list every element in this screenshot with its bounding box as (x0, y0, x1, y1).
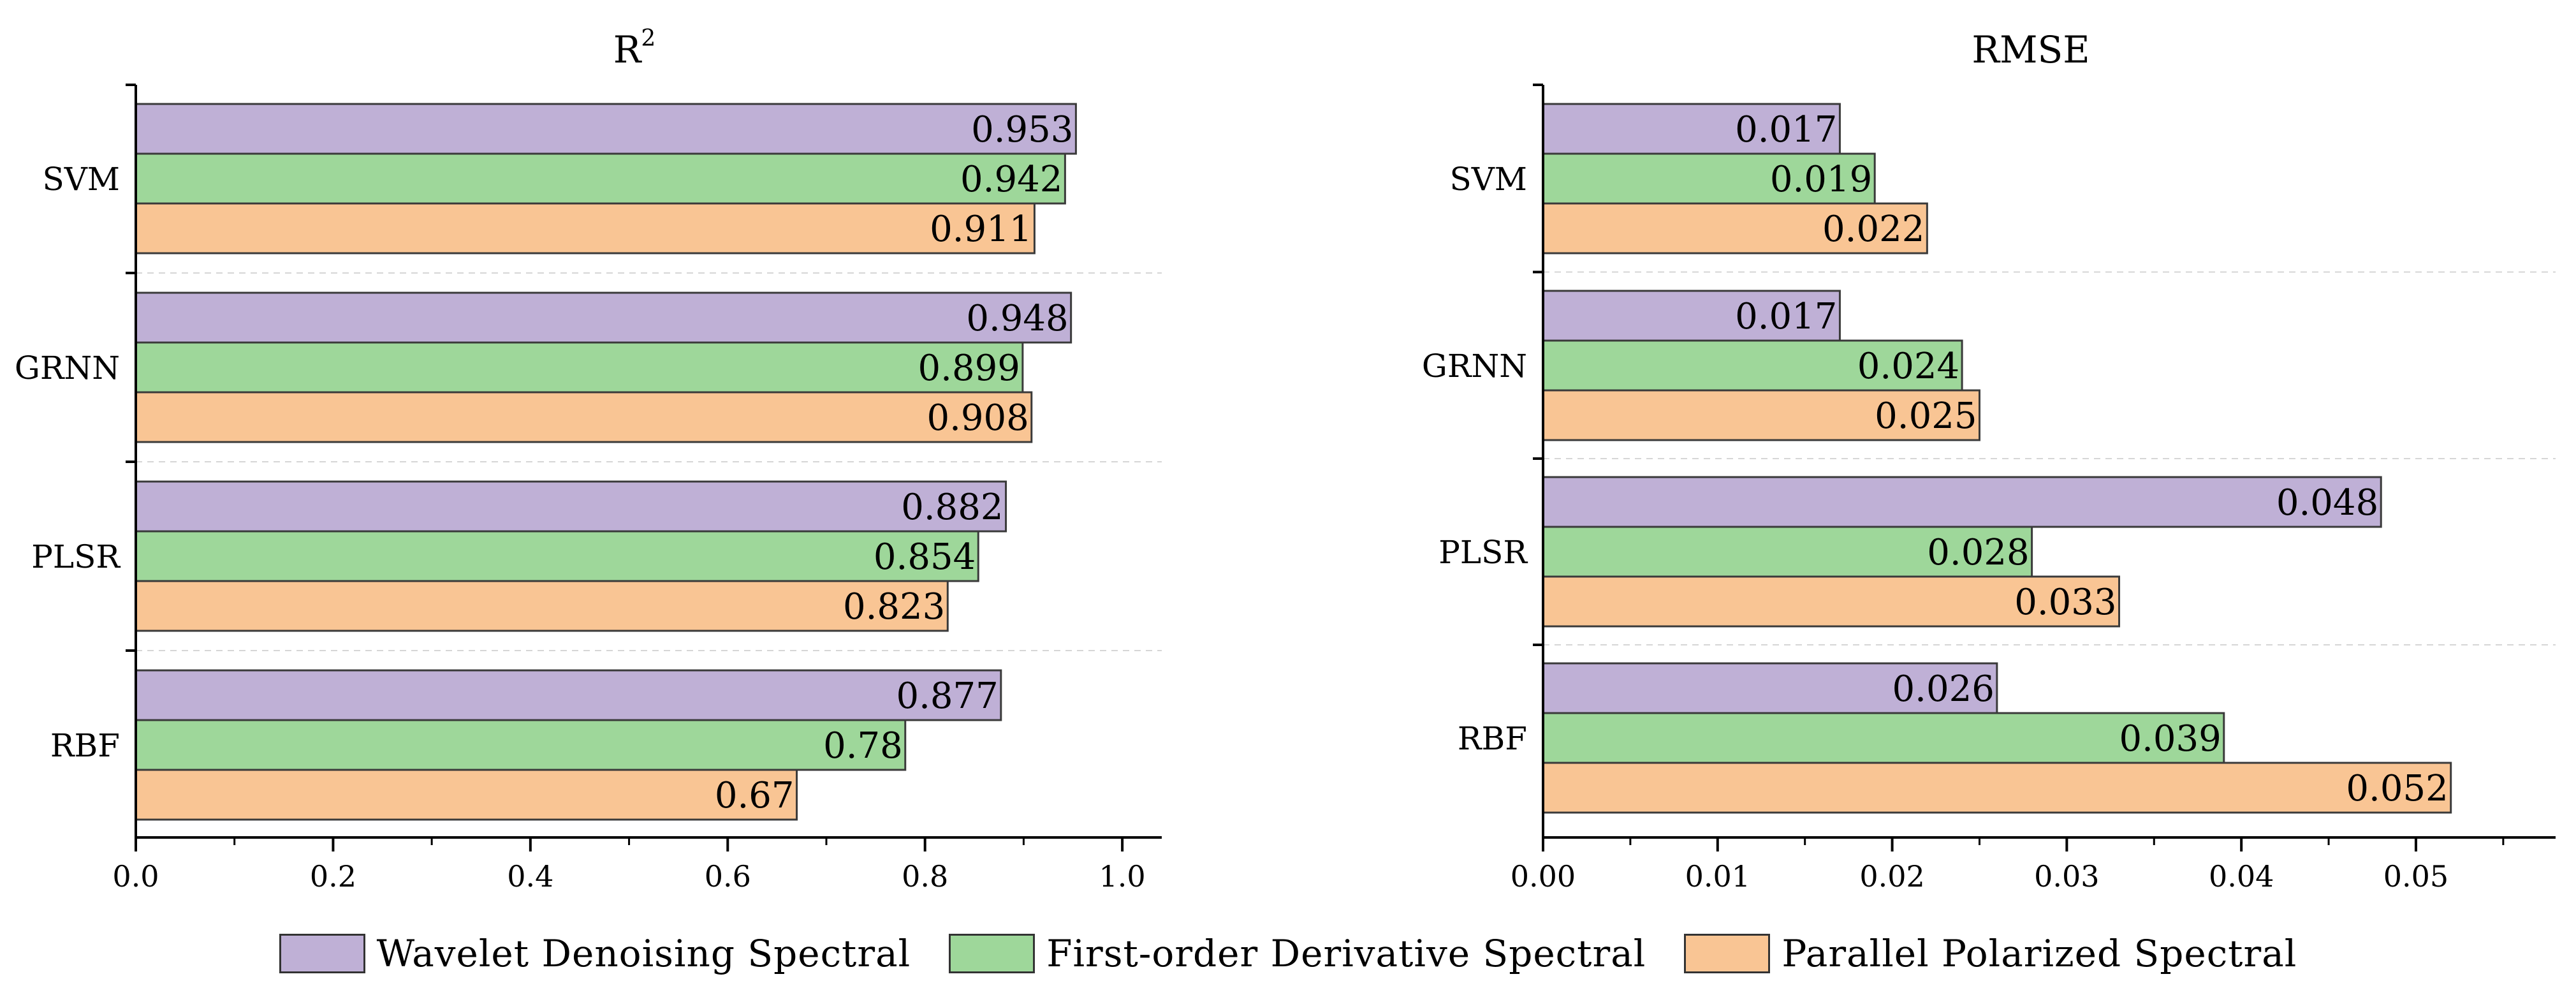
bar-plsr-series-2 (135, 580, 949, 632)
bar-value-label: 0.026 (1892, 668, 1994, 710)
bar-value-label: 0.78 (823, 725, 903, 767)
bar-value-label: 0.854 (874, 536, 976, 578)
bar-svm-series-2 (1542, 202, 1928, 254)
bar-grnn-series-0 (135, 291, 1072, 344)
rmse-chart-panel: RMSE 0.017 0.019 0.022 SVM 0.017 0.024 0.025 GRN… (1422, 28, 2556, 894)
bar-plsr-series-0 (1542, 476, 2382, 528)
bar-rbf-series-2 (1542, 762, 2452, 814)
r2-chart-panel: R2 0.953 0.942 0.911 SVM 0.948 0.899 0.908 GRNN 0… (15, 26, 1162, 894)
bar-grnn-series-1 (1542, 339, 1963, 392)
x-tick-label: 0.05 (2383, 859, 2448, 894)
bar-rbf-series-2 (135, 769, 798, 821)
chart-title-text: R (613, 28, 643, 71)
bar-value-label: 0.017 (1735, 296, 1837, 337)
category-label-grnn: GRNN (15, 350, 120, 387)
legend-swatch-first-order (949, 934, 1036, 973)
bar-svm-series-1 (1542, 152, 1876, 205)
rmse-chart-title: RMSE (1972, 28, 2089, 71)
bar-value-label: 0.039 (2119, 718, 2221, 760)
bar-grnn-series-0 (1542, 290, 1841, 342)
x-tick-label: 0.03 (2034, 859, 2099, 894)
bar-value-label: 0.024 (1857, 346, 1959, 387)
category-label-plsr: PLSR (1438, 534, 1528, 571)
bar-value-label: 0.899 (918, 348, 1020, 389)
legend-label-first-order: First-order Derivative Spectral (1046, 932, 1646, 975)
bar-rbf-series-0 (1542, 662, 1998, 714)
bar-plsr-series-1 (1542, 526, 2033, 578)
bar-value-label: 0.019 (1770, 159, 1872, 200)
bar-grnn-series-1 (135, 341, 1024, 394)
category-label-svm: SVM (42, 161, 120, 198)
bar-value-label: 0.877 (896, 675, 998, 717)
x-tick-label: 0.02 (1859, 859, 1924, 894)
category-label-svm: SVM (1449, 161, 1527, 198)
bar-svm-series-1 (135, 152, 1066, 205)
bar-rbf-series-1 (135, 719, 907, 771)
x-tick-label: 1.0 (1099, 859, 1146, 894)
bar-value-label: 0.028 (1927, 532, 2029, 573)
legend-swatch-parallel (1684, 934, 1771, 973)
category-label-plsr: PLSR (31, 538, 121, 575)
bar-plsr-series-1 (135, 530, 979, 582)
bar-plsr-series-0 (135, 480, 1007, 533)
bar-svm-series-2 (135, 202, 1036, 254)
bar-rbf-series-1 (1542, 712, 2225, 764)
bar-value-label: 0.882 (901, 487, 1003, 528)
legend-label-parallel: Parallel Polarized Spectral (1782, 932, 2297, 975)
bar-value-label: 0.953 (971, 109, 1073, 151)
bar-value-label: 0.823 (843, 586, 945, 628)
bar-value-label: 0.033 (2014, 582, 2116, 623)
x-tick-label: 0.8 (902, 859, 948, 894)
bar-value-label: 0.048 (2276, 482, 2378, 524)
category-label-rbf: RBF (1458, 720, 1527, 757)
legend-item-parallel: Parallel Polarized Spectral (1684, 932, 2297, 975)
r2-chart-title: R2 (613, 26, 656, 71)
x-tick-label: 0.04 (2209, 859, 2274, 894)
legend-swatch-wavelet (279, 934, 365, 973)
bar-value-label: 0.017 (1735, 109, 1837, 151)
x-tick-label: 0.4 (507, 859, 553, 894)
bar-value-label: 0.022 (1822, 209, 1924, 250)
x-tick-label: 0.6 (705, 859, 751, 894)
x-tick-label: 0.2 (310, 859, 356, 894)
category-label-rbf: RBF (50, 727, 120, 764)
bar-svm-series-0 (135, 103, 1077, 155)
category-label-grnn: GRNN (1422, 348, 1527, 385)
bar-value-label: 0.052 (2346, 768, 2448, 809)
chart-title-text: RMSE (1972, 28, 2089, 71)
legend-item-wavelet: Wavelet Denoising Spectral (279, 932, 911, 975)
x-tick-label: 0.0 (112, 859, 159, 894)
bar-value-label: 0.942 (960, 159, 1062, 200)
bar-value-label: 0.948 (966, 298, 1068, 339)
bar-value-label: 0.908 (926, 397, 1028, 439)
x-tick-label: 0.00 (1511, 859, 1576, 894)
chart-title-superscript: 2 (641, 26, 655, 52)
legend-label-wavelet: Wavelet Denoising Spectral (376, 932, 911, 975)
bar-value-label: 0.67 (715, 775, 794, 816)
legend: Wavelet Denoising Spectral First-order D… (0, 928, 2576, 979)
bar-rbf-series-0 (135, 669, 1002, 721)
bar-value-label: 0.025 (1875, 395, 1977, 437)
legend-item-first-order: First-order Derivative Spectral (949, 932, 1646, 975)
bar-grnn-series-2 (135, 391, 1033, 443)
bar-value-label: 0.911 (930, 209, 1032, 250)
x-tick-label: 0.01 (1685, 859, 1750, 894)
bar-plsr-series-2 (1542, 575, 2121, 628)
